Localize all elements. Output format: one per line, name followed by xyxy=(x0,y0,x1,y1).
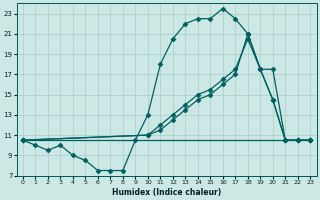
X-axis label: Humidex (Indice chaleur): Humidex (Indice chaleur) xyxy=(112,188,221,197)
